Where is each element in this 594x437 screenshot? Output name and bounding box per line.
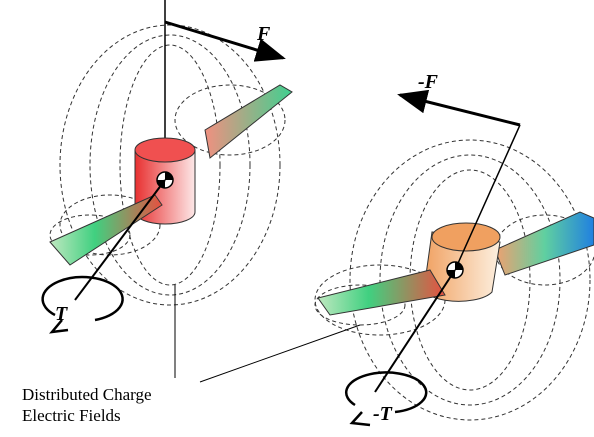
satellite-left (43, 0, 292, 332)
satellite-right (318, 0, 594, 425)
force-label: F (256, 23, 271, 45)
torque-neg-label: -T (373, 403, 393, 425)
caption: Distributed Charge (22, 385, 152, 404)
caption: Electric Fields (22, 406, 121, 425)
leader-line (200, 325, 360, 382)
torque-label: T (55, 303, 68, 325)
force-neg-label: -F (418, 71, 439, 93)
diagram: F -F T -T Distributed Charge Electric Fi… (0, 0, 594, 437)
